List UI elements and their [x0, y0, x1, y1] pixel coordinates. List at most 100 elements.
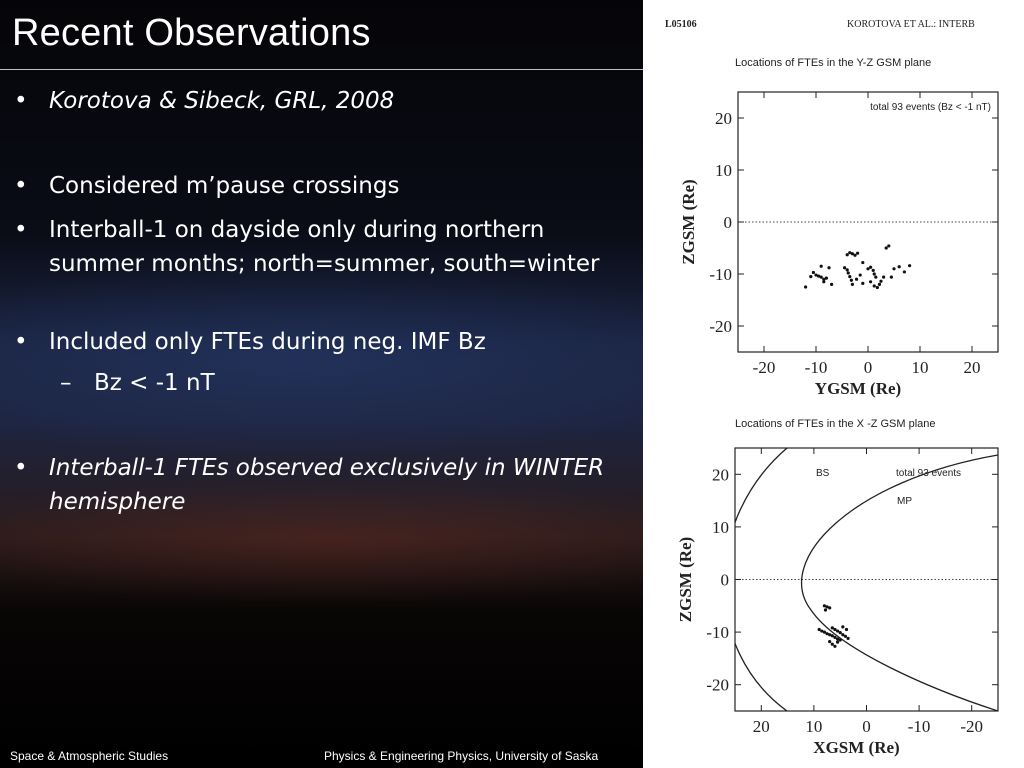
bullet-text: Bz < -1 nT	[94, 370, 215, 396]
x-tick-label: 0	[864, 358, 873, 377]
data-point	[882, 275, 886, 279]
x-tick-label: 20	[753, 717, 770, 736]
x-tick-label: 20	[964, 358, 981, 377]
magnetopause-curve	[800, 454, 998, 711]
data-point	[822, 630, 827, 634]
data-point	[828, 633, 832, 637]
data-point	[853, 253, 857, 257]
bullet-text: Korotova & Sibeck, GRL, 2008	[49, 88, 395, 114]
data-point	[822, 604, 827, 608]
data-point	[845, 268, 849, 272]
data-point	[835, 640, 840, 644]
data-point	[822, 280, 826, 284]
data-point	[874, 275, 878, 279]
y-tick-label: 10	[712, 518, 729, 537]
bullet-text: Considered m’pause crossings	[49, 173, 400, 199]
y-tick-label: 0	[724, 213, 733, 232]
data-point	[879, 279, 883, 283]
bow-shock-curve	[735, 448, 788, 711]
data-point	[820, 629, 824, 633]
data-point	[824, 276, 828, 280]
bullet-marker: •	[14, 217, 28, 243]
data-point	[814, 273, 818, 277]
x-tick-label: -20	[753, 358, 776, 377]
data-point	[872, 284, 876, 288]
data-point	[835, 637, 840, 641]
data-point	[892, 267, 896, 271]
data-point	[846, 271, 850, 275]
data-point	[884, 246, 888, 250]
data-point	[845, 253, 849, 257]
figure-svg: L05106 KOROTOVA ET AL.: INTERB Locations o…	[665, 19, 999, 757]
sub-bullet-marker: –	[60, 370, 72, 396]
x-tick-label: 0	[862, 717, 871, 736]
data-point	[830, 626, 834, 630]
data-point	[846, 636, 850, 641]
bullet-marker: •	[14, 173, 28, 199]
data-point	[817, 627, 821, 632]
y-tick-label: -10	[706, 623, 729, 642]
x-axis-label: YGSM (Re)	[815, 379, 901, 398]
y-axis-label: ZGSM (Re)	[676, 537, 695, 622]
data-point	[828, 639, 832, 644]
curve-label-bs: BS	[816, 468, 830, 479]
y-axis-label: ZGSM (Re)	[679, 179, 698, 264]
data-point	[849, 278, 853, 282]
paper-header-right: KOROTOVA ET AL.: INTERB	[847, 19, 975, 30]
data-point	[843, 634, 848, 638]
footer-right: Physics & Engineering Physics, Universit…	[324, 749, 599, 763]
chart-title: Locations of FTEs in the X -Z GSM plane	[735, 418, 936, 430]
data-point	[871, 268, 875, 272]
bullet-marker: •	[14, 88, 28, 114]
y-tick-label: -10	[709, 265, 732, 284]
y-tick-label: 0	[721, 571, 730, 590]
data-point	[838, 638, 842, 642]
data-point	[830, 634, 834, 638]
bullet-text: Interball-1 on dayside only during north…	[49, 217, 600, 277]
chart-annotation: total 93 events	[896, 468, 961, 479]
data-point	[817, 274, 821, 278]
data-point	[841, 625, 845, 629]
paper-figure: L05106 KOROTOVA ET AL.: INTERB Locations o…	[643, 0, 1024, 768]
x-tick-label: -10	[908, 717, 931, 736]
bullet-marker: •	[14, 455, 28, 481]
data-point	[854, 277, 859, 281]
data-point	[833, 627, 837, 632]
data-point	[843, 266, 847, 270]
data-point	[823, 608, 828, 612]
footer-left: Space & Atmospheric Studies	[10, 749, 169, 763]
data-point	[809, 275, 813, 279]
data-point	[830, 642, 834, 646]
bullet-text: Interball-1 FTEs observed exclusively in…	[49, 455, 605, 515]
data-point	[875, 285, 879, 290]
scatter-panel-1: Locations of FTEs in the Y-Z GSM plane -2…	[679, 57, 999, 398]
data-point	[825, 632, 829, 636]
data-point	[856, 251, 860, 255]
chart-title: Locations of FTEs in the Y-Z GSM plane	[735, 57, 931, 69]
data-point	[828, 606, 832, 610]
title-divider	[0, 69, 645, 70]
slide-title: Recent Observations	[12, 12, 371, 54]
chart-annotation: total 93 events (Bz < -1 nT)	[870, 102, 991, 113]
data-point	[869, 280, 873, 284]
data-point	[861, 281, 865, 285]
y-tick-label: 20	[715, 109, 732, 128]
data-point	[844, 627, 849, 632]
data-point	[827, 266, 831, 270]
data-point	[861, 260, 865, 265]
bullet-item: • Interball-1 FTEs observed exclusively …	[14, 451, 634, 519]
data-point	[908, 264, 912, 268]
data-point	[819, 275, 823, 279]
data-point	[848, 275, 852, 279]
bullet-item: • Considered m’pause crossings	[14, 169, 634, 203]
x-tick-label: -10	[805, 358, 828, 377]
y-tick-label: -20	[706, 676, 729, 695]
x-tick-label: -20	[960, 717, 983, 736]
data-point	[850, 282, 854, 286]
bullet-text: Included only FTEs during neg. IMF Bz	[49, 329, 486, 355]
data-point	[850, 252, 854, 256]
data-point	[866, 267, 870, 271]
y-tick-label: -20	[709, 317, 732, 336]
bullet-item: • Interball-1 on dayside only during nor…	[14, 213, 634, 281]
y-tick-label: 20	[712, 465, 729, 484]
